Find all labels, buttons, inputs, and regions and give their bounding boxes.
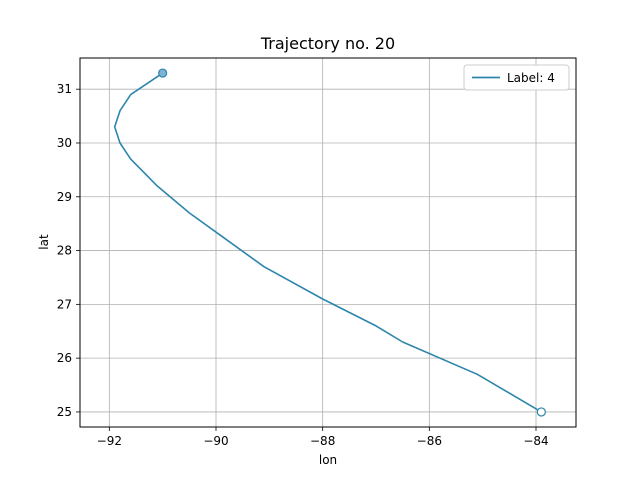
trajectory-line	[113, 72, 542, 413]
x-tick-label: −90	[203, 434, 228, 448]
y-tick-label: 30	[57, 136, 72, 150]
x-tick-label: −92	[97, 434, 122, 448]
y-axis-label: lat	[37, 234, 51, 250]
start-point-marker	[158, 68, 168, 78]
legend: Label: 4	[463, 64, 570, 91]
plot-frame	[79, 57, 577, 428]
grid-layer	[80, 58, 576, 427]
y-tick-label: 26	[57, 351, 72, 365]
x-axis-label: lon	[319, 453, 337, 467]
legend-entry: Label: 4	[507, 71, 555, 85]
x-tick-label: −86	[417, 434, 442, 448]
y-tick-label: 25	[57, 405, 72, 419]
y-tick-label: 31	[57, 82, 72, 96]
y-tick-label: 29	[57, 190, 72, 204]
y-tick-label: 28	[57, 244, 72, 258]
legend-box	[463, 64, 570, 91]
chart-title: Trajectory no. 20	[260, 34, 395, 53]
tick-layer: −92 −90 −88 −86 −84 25 26 27 28 29 30 31	[57, 82, 549, 448]
x-tick-label: −84	[523, 434, 548, 448]
series-layer	[113, 68, 546, 417]
end-point-marker	[536, 407, 546, 417]
x-tick-label: −88	[310, 434, 335, 448]
y-tick-label: 27	[57, 297, 72, 311]
